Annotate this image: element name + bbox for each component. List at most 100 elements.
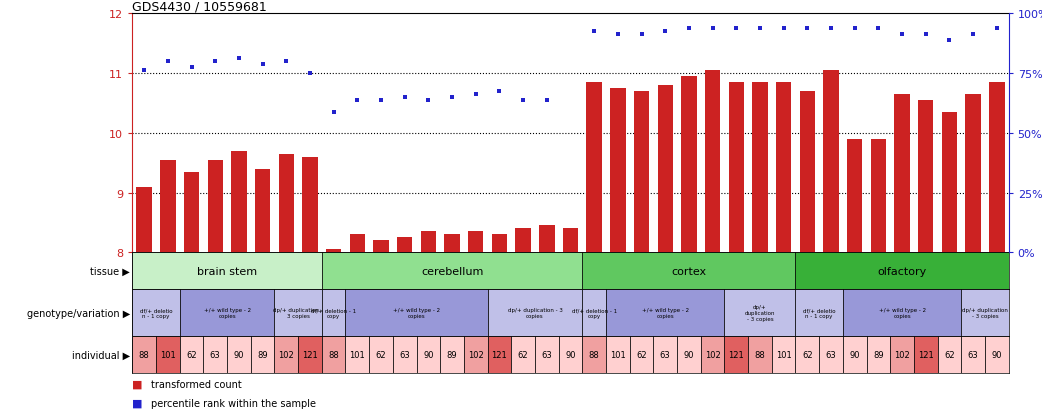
- Text: 102: 102: [468, 350, 483, 359]
- Bar: [795, 253, 1009, 289]
- Text: 63: 63: [968, 350, 978, 359]
- Bar: [914, 337, 938, 373]
- Bar: [156, 337, 179, 373]
- Bar: [843, 337, 867, 373]
- Bar: [701, 337, 724, 373]
- Bar: [227, 337, 251, 373]
- Bar: [611, 89, 625, 253]
- Bar: [582, 289, 606, 337]
- Bar: [274, 337, 298, 373]
- Bar: [322, 253, 582, 289]
- Bar: [160, 160, 175, 253]
- Bar: [894, 95, 910, 253]
- Bar: [634, 92, 649, 253]
- Bar: [677, 337, 701, 373]
- Text: 102: 102: [704, 350, 720, 359]
- Text: 90: 90: [684, 350, 694, 359]
- Text: 101: 101: [610, 350, 626, 359]
- Text: +/+ wild type - 2
copies: +/+ wild type - 2 copies: [203, 307, 251, 318]
- Bar: [535, 337, 559, 373]
- Bar: [653, 337, 677, 373]
- Text: 62: 62: [518, 350, 528, 359]
- Text: +/+ wild type - 2
copies: +/+ wild type - 2 copies: [878, 307, 925, 318]
- Text: 89: 89: [873, 350, 884, 359]
- Bar: [587, 83, 602, 253]
- Text: cortex: cortex: [671, 266, 706, 276]
- Text: 62: 62: [376, 350, 387, 359]
- Text: individual ▶: individual ▶: [72, 350, 130, 360]
- Bar: [962, 337, 985, 373]
- Bar: [512, 337, 535, 373]
- Text: ■: ■: [132, 398, 143, 408]
- Text: 63: 63: [542, 350, 552, 359]
- Text: 102: 102: [894, 350, 910, 359]
- Bar: [871, 140, 886, 253]
- Bar: [728, 83, 744, 253]
- Text: df/+ deletio
n - 1 copy: df/+ deletio n - 1 copy: [803, 307, 836, 318]
- Text: dp/+ duplication - 3
copies: dp/+ duplication - 3 copies: [507, 307, 563, 318]
- Text: 121: 121: [302, 350, 318, 359]
- Text: GDS4430 / 10559681: GDS4430 / 10559681: [132, 0, 267, 13]
- Text: 62: 62: [944, 350, 954, 359]
- Bar: [985, 337, 1009, 373]
- Bar: [137, 187, 152, 253]
- Text: 90: 90: [233, 350, 244, 359]
- Text: 90: 90: [992, 350, 1002, 359]
- Bar: [346, 337, 369, 373]
- Bar: [393, 337, 417, 373]
- Bar: [421, 232, 437, 253]
- Bar: [183, 172, 199, 253]
- Bar: [468, 232, 483, 253]
- Text: 121: 121: [918, 350, 934, 359]
- Bar: [938, 337, 962, 373]
- Text: percentile rank within the sample: percentile rank within the sample: [151, 398, 316, 408]
- Text: 62: 62: [637, 350, 647, 359]
- Text: dp/+ duplication
- 3 copies: dp/+ duplication - 3 copies: [962, 307, 1008, 318]
- Text: dp/+ duplication -
3 copies: dp/+ duplication - 3 copies: [273, 307, 323, 318]
- Bar: [772, 337, 795, 373]
- Bar: [203, 337, 227, 373]
- Text: df/+ deletion - 1
copy: df/+ deletion - 1 copy: [572, 307, 617, 318]
- Bar: [776, 83, 791, 253]
- Bar: [373, 241, 389, 253]
- Text: tissue ▶: tissue ▶: [91, 266, 130, 276]
- Bar: [795, 337, 819, 373]
- Text: 90: 90: [849, 350, 860, 359]
- Bar: [326, 250, 342, 253]
- Bar: [582, 337, 606, 373]
- Text: 88: 88: [589, 350, 599, 359]
- Bar: [302, 157, 318, 253]
- Bar: [132, 289, 179, 337]
- Bar: [966, 95, 981, 253]
- Bar: [369, 337, 393, 373]
- Text: 63: 63: [825, 350, 837, 359]
- Bar: [582, 253, 795, 289]
- Bar: [704, 71, 720, 253]
- Bar: [179, 337, 203, 373]
- Bar: [132, 253, 322, 289]
- Bar: [823, 71, 839, 253]
- Bar: [724, 337, 748, 373]
- Bar: [606, 289, 724, 337]
- Bar: [350, 235, 365, 253]
- Text: 102: 102: [278, 350, 294, 359]
- Text: cerebellum: cerebellum: [421, 266, 483, 276]
- Text: 101: 101: [349, 350, 365, 359]
- Text: 88: 88: [328, 350, 339, 359]
- Bar: [658, 86, 673, 253]
- Bar: [918, 101, 934, 253]
- Text: 89: 89: [447, 350, 457, 359]
- Text: 88: 88: [139, 350, 150, 359]
- Bar: [231, 152, 247, 253]
- Text: +/+ wild type - 2
copies: +/+ wild type - 2 copies: [393, 307, 440, 318]
- Text: 101: 101: [776, 350, 792, 359]
- Bar: [962, 289, 1009, 337]
- Bar: [752, 83, 768, 253]
- Bar: [488, 337, 512, 373]
- Bar: [251, 337, 274, 373]
- Bar: [274, 289, 322, 337]
- Bar: [132, 337, 156, 373]
- Bar: [847, 140, 863, 253]
- Text: 88: 88: [754, 350, 765, 359]
- Text: 121: 121: [728, 350, 744, 359]
